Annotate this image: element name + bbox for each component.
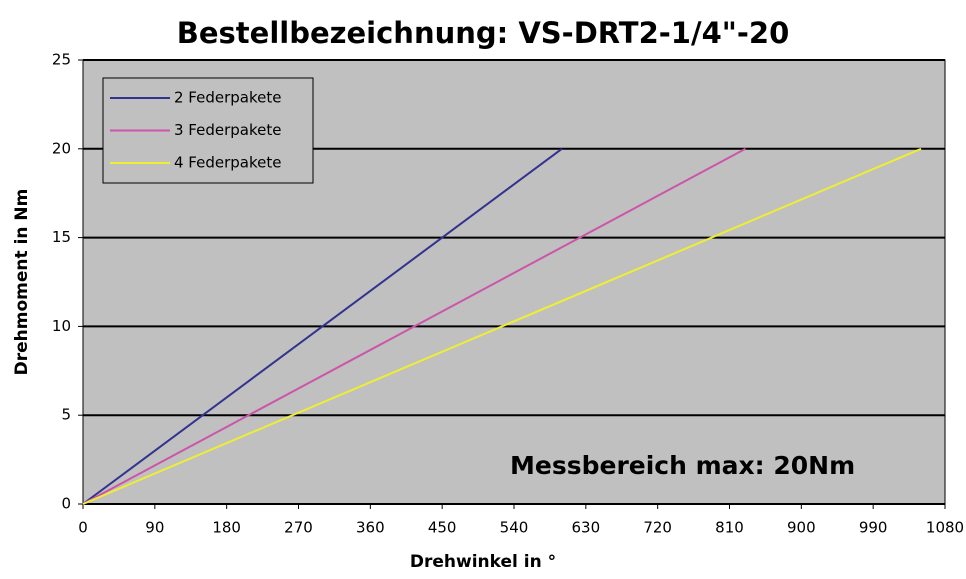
- series-line: [82, 147, 746, 505]
- annotation: Messbereich max: 20Nm: [510, 451, 855, 480]
- legend-label: 2 Federpakete: [174, 89, 281, 107]
- y-axis-label: Drehmoment in Nm: [12, 189, 32, 376]
- x-tick-label: 270: [284, 519, 313, 537]
- y-tick-label: 15: [52, 228, 71, 246]
- x-tick-label: 1080: [926, 519, 964, 537]
- x-tick-label: 630: [572, 519, 601, 537]
- x-tick-label: 180: [212, 519, 241, 537]
- x-tick-label: 360: [356, 519, 385, 537]
- y-tick-label: 25: [52, 51, 71, 69]
- x-axis-label: Drehwinkel in °: [410, 552, 556, 572]
- x-tick-label: 0: [78, 519, 88, 537]
- legend-label: 4 Federpakete: [174, 154, 281, 172]
- x-tick-label: 90: [145, 519, 164, 537]
- series-line: [82, 147, 922, 505]
- chart-title: Bestellbezeichnung: VS-DRT2-1/4"-20: [177, 16, 790, 50]
- x-tick-label: 900: [787, 519, 816, 537]
- series-line: [82, 147, 563, 505]
- x-tick-label: 810: [715, 519, 744, 537]
- x-tick-label: 990: [859, 519, 888, 537]
- y-tick-label: 5: [61, 406, 71, 424]
- y-tick-label: 20: [52, 139, 71, 157]
- y-tick-label: 0: [61, 495, 71, 513]
- y-tick-label: 10: [52, 317, 71, 335]
- x-tick-label: 720: [643, 519, 672, 537]
- x-tick-label: 450: [428, 519, 457, 537]
- legend-label: 3 Federpakete: [174, 121, 281, 139]
- x-tick-label: 540: [500, 519, 529, 537]
